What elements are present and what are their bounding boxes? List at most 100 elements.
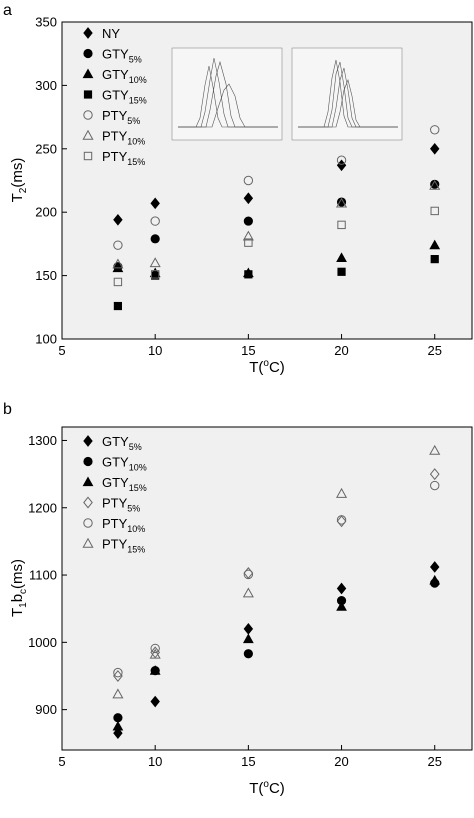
y-tick-label: 1200 (28, 500, 57, 515)
data-point-pty-15pct (150, 270, 160, 279)
panel-a: a 5 10 15 20 25 100 150 200 250 300 350 NY GTY5% GTY… (3, 2, 473, 376)
data-point-pty-15pct (242, 587, 254, 598)
data-point-pty-10pct (429, 179, 441, 190)
data-point-pty-5pct (336, 155, 347, 165)
legend-label: PTY10% (102, 516, 145, 534)
y-tick-label: 150 (35, 268, 57, 283)
x-tick-label: 20 (334, 754, 348, 769)
y-tick-label: 900 (35, 702, 57, 717)
legend-marker (82, 476, 94, 487)
legend-label: GTY15% (102, 88, 147, 106)
x-tick-label: 5 (58, 343, 65, 358)
x-tick-label: 10 (148, 343, 162, 358)
data-point-gty-5pct (150, 695, 160, 708)
data-point-gty-5pct (150, 234, 160, 244)
data-point-gty-15pct (242, 633, 254, 644)
data-point-gty-10pct (429, 239, 441, 250)
y-tick-label: 1300 (28, 433, 57, 448)
data-point-pty-15pct (429, 444, 441, 455)
data-point-ny (243, 192, 254, 205)
data-point-gty-15pct (429, 574, 441, 585)
data-point-pty-10pct (149, 257, 161, 268)
panel-b: b 5 10 15 20 25 900 1000 1100 1200 1300 GTY5% GTY1… (3, 401, 473, 797)
panel-a-letter: a (3, 2, 12, 19)
panel-b-plot-area (61, 426, 473, 751)
legend-label: PTY15% (102, 537, 145, 555)
legend-marker (82, 129, 94, 140)
y-tick-label: 100 (35, 332, 57, 347)
data-point-gty-5pct (336, 582, 347, 595)
data-point-pty-5pct (150, 216, 160, 226)
y-tick-label: 250 (35, 141, 57, 156)
data-point-gty-15pct (149, 665, 161, 675)
x-tick-label: 15 (241, 754, 255, 769)
data-point-pty-15pct (337, 220, 346, 230)
y-tick-label: 1000 (28, 635, 57, 650)
panel-b-axes: 5 10 15 20 25 900 1000 1100 1200 1300 (28, 433, 442, 769)
data-point-pty-15pct (244, 238, 253, 247)
data-point-gty-15pct (430, 255, 439, 264)
legend-marker (83, 110, 93, 120)
legend-marker (83, 518, 93, 528)
legend-marker (83, 496, 93, 509)
data-point-gty-5pct (113, 727, 123, 740)
x-tick-label: 20 (334, 343, 348, 358)
panel-b-points (112, 444, 441, 740)
data-point-ny (150, 197, 160, 210)
legend-label: GTY5% (102, 434, 142, 452)
legend-label: PTY10% (102, 129, 145, 147)
legend-marker (83, 90, 93, 99)
legend-label: GTY10% (102, 455, 147, 473)
inset-left (171, 47, 283, 141)
data-point-pty-10pct (113, 667, 123, 678)
data-point-pty-15pct (112, 688, 124, 699)
legend-label: GTY10% (102, 67, 147, 85)
inset-right (291, 47, 403, 141)
legend-marker (83, 27, 93, 39)
data-point-pty-5pct (113, 669, 123, 682)
data-point-gty-15pct (112, 720, 124, 731)
legend-marker (83, 151, 93, 161)
data-point-pty-5pct (150, 646, 161, 659)
data-point-pty-10pct (335, 197, 348, 208)
y-tick-label: 350 (35, 15, 57, 30)
data-point-pty-10pct (243, 569, 254, 580)
data-point-ny (430, 142, 440, 155)
panel-a-axes: 5 10 15 20 25 100 150 200 250 300 350 (35, 15, 442, 359)
panel-b-x-axis-label: T(oC) (249, 779, 285, 797)
legend-label: PTY5% (102, 108, 140, 126)
legend-label: PTY5% (102, 496, 140, 514)
legend-marker (82, 537, 94, 548)
data-point-gty-15pct (336, 601, 347, 611)
data-point-pty-10pct (430, 480, 440, 491)
data-point-pty-15pct (113, 277, 123, 287)
x-tick-label: 15 (241, 343, 255, 358)
data-point-pty-10pct (336, 515, 347, 525)
legend-marker (83, 456, 93, 467)
data-point-pty-15pct (430, 206, 439, 216)
legend-label: PTY15% (102, 149, 145, 167)
data-point-pty-5pct (113, 240, 123, 250)
panel-a-points (112, 125, 441, 311)
legend-marker (82, 68, 94, 79)
panel-a-legend: NY GTY5% GTY10% GTY15% PTY5% PTY10% PTY15% (82, 26, 147, 167)
data-point-gty-10pct (113, 713, 123, 723)
legend-label: GTY5% (102, 47, 142, 65)
data-point-gty-10pct (243, 649, 253, 659)
legend-marker (83, 435, 93, 447)
x-tick-label: 25 (427, 754, 441, 769)
data-point-gty-15pct (113, 301, 123, 311)
x-tick-label: 10 (148, 754, 162, 769)
data-point-pty-10pct (242, 230, 254, 241)
data-point-pty-5pct (429, 468, 440, 481)
x-tick-label: 25 (427, 343, 441, 358)
data-point-gty-10pct (336, 252, 347, 262)
panel-b-y-axis-label: T1bc(ms) (9, 559, 29, 617)
data-point-pty-15pct (149, 648, 161, 659)
data-point-ny (113, 213, 123, 226)
y-tick-label: 1100 (29, 568, 57, 583)
data-point-gty-5pct (430, 561, 440, 573)
y-tick-label: 300 (35, 78, 57, 93)
data-point-pty-15pct (335, 487, 348, 498)
